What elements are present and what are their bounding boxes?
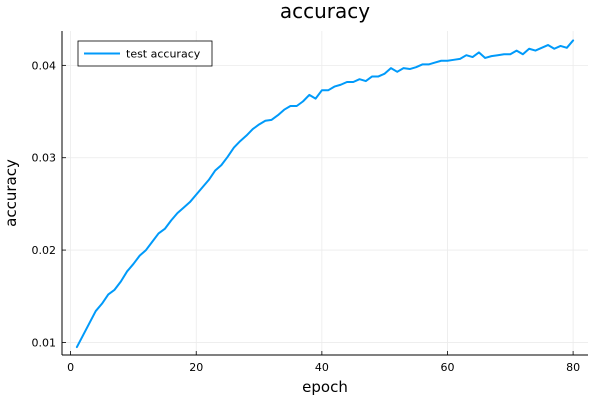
y-axis-title: accuracy bbox=[2, 159, 20, 227]
legend: test accuracy bbox=[77, 40, 213, 67]
x-tick-label: 60 bbox=[440, 361, 454, 374]
y-tick-label: 0.01 bbox=[32, 336, 57, 349]
x-axis-title: epoch bbox=[302, 378, 348, 396]
x-tick-label: 0 bbox=[67, 361, 74, 374]
axes bbox=[61, 31, 588, 356]
legend-label: test accuracy bbox=[126, 48, 201, 61]
x-tick-label: 40 bbox=[315, 361, 329, 374]
chart-title: accuracy bbox=[280, 0, 370, 23]
y-tick-label: 0.02 bbox=[32, 244, 57, 257]
y-tick-label: 0.03 bbox=[32, 152, 57, 165]
x-tick-label: 80 bbox=[566, 361, 580, 374]
series-lines bbox=[75, 39, 575, 349]
x-tick-label: 20 bbox=[189, 361, 203, 374]
series-line-test-accuracy bbox=[75, 39, 575, 349]
y-tick-label: 0.04 bbox=[32, 59, 57, 72]
ticks: 0 20 40 60 80 0.01 0.02 0.03 0.04 bbox=[32, 59, 581, 374]
